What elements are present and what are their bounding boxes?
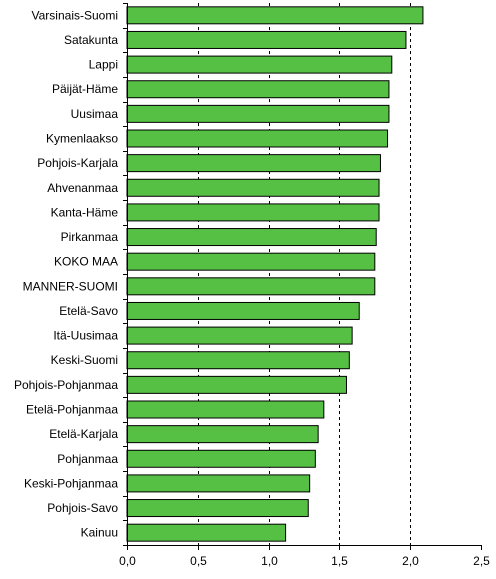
x-tick-labels: 0,0 0,5 1,0 1,5 2,0 2,5 — [119, 554, 490, 568]
bar — [126, 351, 350, 370]
category-label: Varsinais-Suomi — [32, 8, 118, 22]
bar — [126, 252, 376, 271]
category-labels: Varsinais-Suomi Satakunta Lappi Päijät-Häme… — [14, 8, 118, 539]
category-label: Pohjois-Karjala — [37, 156, 118, 170]
bar — [126, 154, 381, 173]
category-label: Keski-Suomi — [51, 353, 118, 367]
bar — [126, 129, 389, 148]
bar — [126, 228, 377, 247]
bar — [126, 80, 390, 99]
bar — [126, 178, 380, 197]
bar — [126, 326, 353, 345]
category-label: Pohjois-Pohjanmaa — [14, 378, 118, 392]
bar — [126, 30, 407, 49]
category-label: Lappi — [89, 58, 118, 72]
bar — [126, 104, 390, 123]
category-label: Satakunta — [64, 33, 118, 47]
bars — [126, 6, 424, 542]
bar — [126, 499, 309, 518]
bar — [126, 6, 424, 25]
bar — [126, 400, 325, 419]
category-label: Keski-Pohjanmaa — [24, 476, 118, 490]
x-tick-label: 0,5 — [190, 554, 207, 568]
category-label: Pohjois-Savo — [47, 501, 118, 515]
bar — [126, 203, 380, 222]
x-tick-label: 2,0 — [402, 554, 419, 568]
category-label: Kymenlaakso — [46, 132, 118, 146]
bar — [126, 474, 311, 493]
x-tick-label: 1,0 — [261, 554, 278, 568]
bar — [126, 425, 319, 444]
category-label: Itä-Uusimaa — [53, 329, 118, 343]
category-label: Kanta-Häme — [51, 205, 119, 219]
category-label: MANNER-SUOMI — [23, 279, 118, 293]
bar — [126, 55, 393, 74]
axes — [123, 3, 482, 550]
category-label: Uusimaa — [71, 107, 119, 121]
x-tick-label: 2,5 — [473, 554, 490, 568]
category-label: Pirkanmaa — [61, 230, 119, 244]
bar — [126, 449, 316, 468]
bar — [126, 523, 287, 542]
category-label: Pohjanmaa — [57, 452, 118, 466]
category-label: Etelä-Pohjanmaa — [26, 403, 118, 417]
category-label: Etelä-Savo — [59, 304, 118, 318]
category-label: Kainuu — [81, 526, 118, 540]
bar — [126, 375, 347, 394]
x-tick-label: 0,0 — [119, 554, 136, 568]
bar — [126, 277, 376, 296]
x-tick-label: 1,5 — [331, 554, 348, 568]
category-label: KOKO MAA — [54, 255, 118, 269]
category-label: Ahvenanmaa — [47, 181, 118, 195]
category-label: Etelä-Karjala — [49, 427, 118, 441]
category-label: Päijät-Häme — [52, 82, 118, 96]
bar — [126, 301, 360, 320]
